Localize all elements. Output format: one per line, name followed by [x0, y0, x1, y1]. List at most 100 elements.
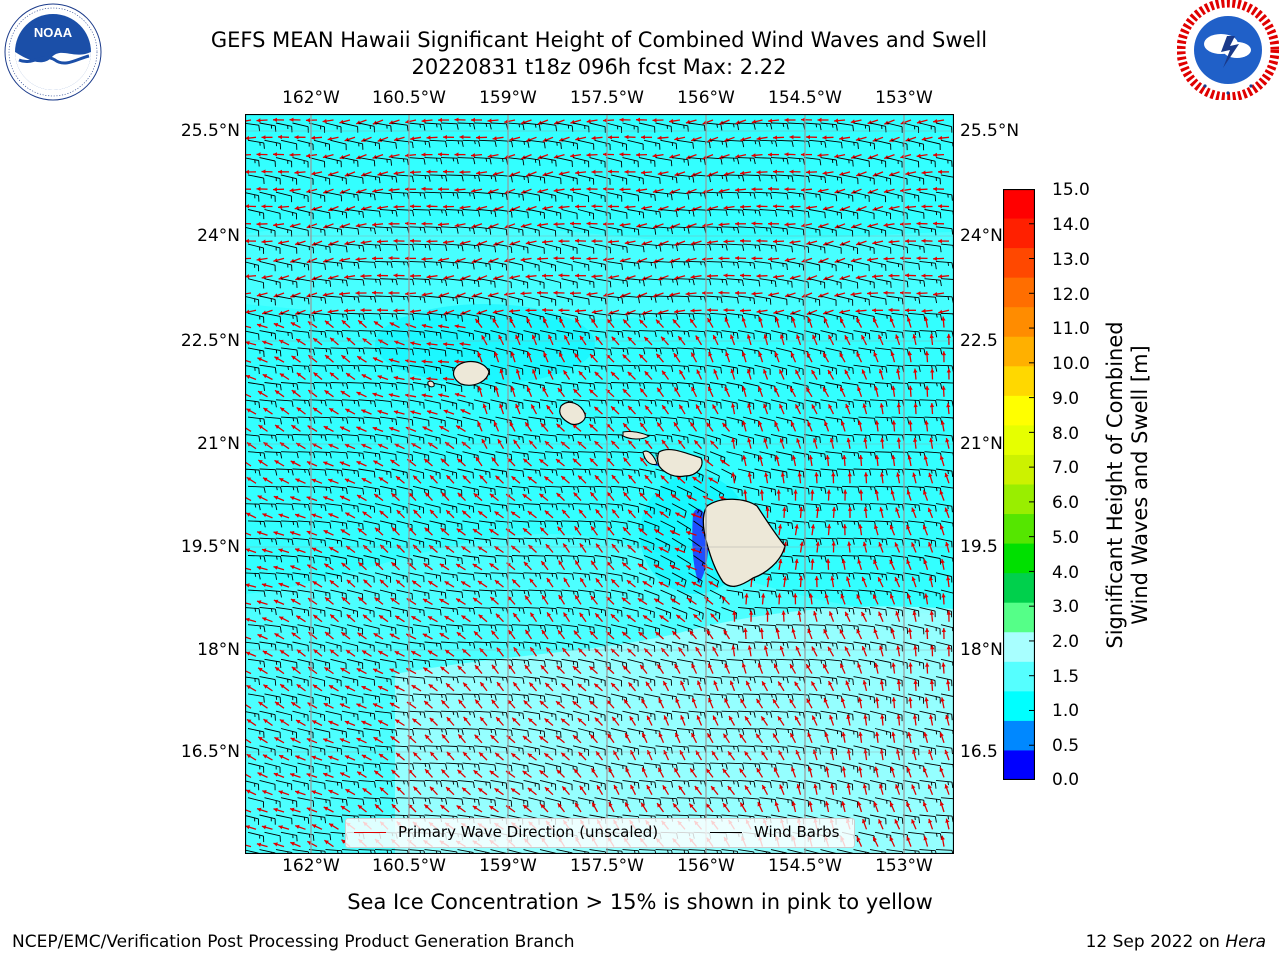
wave-direction-arrow [801, 152, 812, 157]
colorbar-segment [1003, 602, 1035, 633]
wave-direction-arrow [789, 169, 801, 174]
wave-direction-arrow [426, 204, 438, 209]
wave-direction-arrow [273, 222, 285, 227]
wind-barb [424, 226, 443, 234]
wind-barb [424, 122, 443, 131]
wave-direction-arrow [932, 119, 945, 124]
lon-label-bottom: 156°W [677, 856, 735, 876]
wave-direction-arrow [602, 221, 615, 227]
wind-barb [638, 191, 656, 201]
wind-barb [330, 243, 348, 253]
wind-barb [935, 226, 954, 235]
wind-barb [858, 174, 875, 185]
wind-barb [445, 174, 464, 182]
wave-direction-arrow [471, 188, 483, 193]
wind-barb [754, 226, 772, 235]
wave-direction-arrow [916, 153, 928, 158]
wind-barb [803, 157, 822, 166]
wave-direction-arrow [409, 238, 422, 244]
wind-barb [407, 122, 426, 131]
wind-barb [528, 174, 546, 184]
wind-barb [737, 226, 756, 234]
wind-barb [902, 122, 920, 133]
wave-direction-arrow [569, 221, 582, 226]
colorbar-tick-label: 12.0 [1052, 285, 1090, 305]
wind-barb [841, 139, 859, 149]
wind-barb [836, 122, 854, 132]
wind-barb [643, 243, 662, 252]
wind-barb [407, 157, 426, 165]
wind-barb [572, 191, 590, 203]
wind-barb [462, 139, 481, 147]
wind-barb [572, 157, 590, 168]
wind-barb [935, 157, 953, 167]
vector-field [245, 117, 954, 854]
wave-direction-arrow [767, 186, 780, 192]
wave-direction-arrow [624, 169, 636, 174]
wave-direction-arrow [883, 222, 895, 228]
wind-barb [820, 191, 838, 202]
legend-wave-direction: Primary Wave Direction (unscaled) [398, 823, 659, 841]
wind-barb [346, 139, 364, 150]
wave-direction-arrow [404, 221, 417, 226]
wind-barb [688, 122, 706, 132]
wind-barb [709, 209, 728, 216]
wave-direction-arrow [294, 205, 306, 211]
sea-ice-note: Sea Ice Concentration > 15% is shown in … [347, 890, 933, 914]
colorbar-segment [1003, 543, 1035, 574]
wind-barb [836, 226, 854, 237]
wave-direction-arrow [916, 221, 928, 226]
wind-barb [627, 243, 645, 253]
wave-direction-arrow [542, 205, 554, 211]
wave-direction-arrow [635, 188, 648, 193]
wind-barb [445, 139, 464, 147]
wind-barb [808, 209, 826, 219]
wave-direction-arrow [817, 153, 829, 158]
wave-direction-arrow [591, 135, 603, 141]
wind-barb [445, 209, 464, 217]
wind-barb [511, 139, 530, 148]
wind-barb [924, 174, 941, 185]
wind-barb [412, 174, 431, 182]
colorbar-tick-label: 14.0 [1052, 215, 1090, 235]
wind-barb [506, 191, 524, 201]
wind-barb [836, 191, 854, 202]
wind-barb [759, 174, 778, 182]
wave-direction-arrow [608, 204, 619, 209]
wave-direction-arrow [553, 222, 565, 227]
wave-direction-arrow [476, 170, 488, 176]
wind-barb [622, 157, 639, 168]
wind-barb [660, 174, 678, 184]
wind-barb [808, 243, 826, 254]
wave-direction-arrow [471, 117, 482, 123]
lon-label-bottom: 157.5°W [570, 856, 644, 876]
wave-direction-arrow [289, 188, 301, 193]
wind-barb [247, 174, 265, 185]
wave-direction-arrow [838, 136, 851, 141]
wind-barb [759, 209, 778, 217]
colorbar-segment [1003, 514, 1035, 545]
wind-barb [544, 174, 562, 185]
wind-barb [676, 243, 695, 251]
wind-barb [627, 174, 644, 185]
lat-label-right: 19.5 [960, 537, 998, 557]
wind-barb [655, 191, 673, 201]
lon-label-top: 157.5°W [570, 88, 644, 108]
wave-direction-arrow [619, 152, 631, 157]
colorbar-segment [1003, 218, 1035, 249]
wave-direction-arrow [817, 117, 829, 123]
wind-barb [275, 191, 293, 203]
wind-barb [462, 174, 481, 182]
wind-barb [556, 157, 573, 168]
wind-barb [589, 191, 606, 203]
wave-direction-arrow [768, 152, 779, 157]
wave-direction-arrow [800, 117, 813, 122]
colorbar-tick-label: 4.0 [1052, 563, 1080, 583]
wind-barb-swatch [710, 832, 742, 833]
colorbar-segment [1003, 425, 1035, 456]
lat-label-right: 25.5°N [960, 121, 1020, 141]
wind-barb [792, 174, 810, 183]
wind-barb [693, 174, 711, 183]
wind-barb [924, 209, 942, 219]
lat-label-right: 16.5 [960, 742, 998, 762]
